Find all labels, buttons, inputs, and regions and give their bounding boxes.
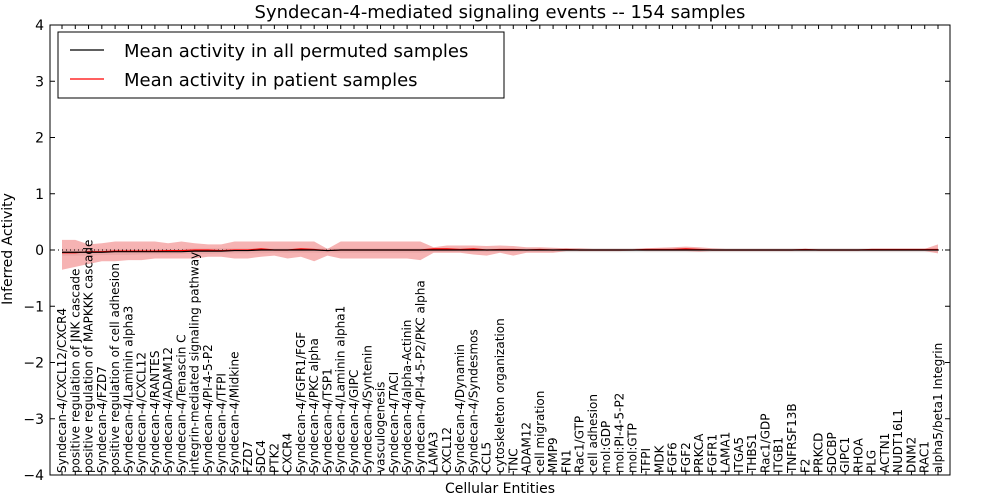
legend-label-2: Mean activity in patient samples xyxy=(124,70,418,91)
x-category-label: ACTN1 xyxy=(878,433,892,473)
x-category-label: CXCL12 xyxy=(440,427,454,473)
x-category-label: FGF2 xyxy=(679,442,693,473)
x-category-label: GIPC1 xyxy=(838,437,852,473)
x-category-label: Syndecan-4/CXCL12 xyxy=(135,352,149,473)
x-category-label: RAC1 xyxy=(918,441,932,473)
x-category-label: FN1 xyxy=(559,449,573,473)
x-category-label: Syndecan-4/Syntenin xyxy=(360,345,374,473)
x-category-label: RHOA xyxy=(851,437,865,473)
x-category-label: FZD7 xyxy=(241,441,255,473)
x-category-label: Syndecan-4/TFPI xyxy=(214,373,228,473)
x-category-label: SDCBP xyxy=(825,432,839,473)
y-tick-label: 2 xyxy=(35,131,44,147)
x-category-label: Syndecan-4/FGFR1/FGF xyxy=(294,332,308,473)
x-category-label: CCL5 xyxy=(480,442,494,473)
y-tick-label: 3 xyxy=(35,74,44,90)
y-tick-label: −3 xyxy=(23,412,44,428)
x-category-label: Syndecan-4/TSP1 xyxy=(320,368,334,473)
x-category-label: Syndecan-4/ADAM12 xyxy=(161,347,175,473)
x-category-label: positive regulation of MAPKKK cascade xyxy=(82,240,96,473)
x-category-label: NUDT16L1 xyxy=(891,409,905,473)
y-axis-title: Inferred Activity xyxy=(0,193,16,305)
x-category-label: TFPI xyxy=(639,448,653,474)
y-tick-label: 1 xyxy=(35,187,44,203)
x-category-label: TNC xyxy=(506,448,520,474)
x-category-label: PRKCA xyxy=(692,433,706,473)
y-axis-ticks: −4 −3 −2 −1 0 1 2 3 4 xyxy=(23,18,950,484)
x-category-label: ADAM12 xyxy=(520,422,534,473)
x-category-label: positive regulation of cell adhesion xyxy=(108,263,122,473)
x-category-label: integrin-mediated signaling pathway xyxy=(188,252,202,473)
x-category-label: MDK xyxy=(652,444,666,473)
x-category-label: Syndecan-4/PI-4-5-P2 xyxy=(201,344,215,473)
x-category-label: Syndecan-4/PKC alpha xyxy=(307,338,321,473)
x-category-label: Syndecan-4/PI-4-5-P2/PKC alpha xyxy=(413,280,427,473)
x-category-label: Syndecan-4/FZD7 xyxy=(95,366,109,473)
x-category-label: FGF6 xyxy=(666,442,680,473)
x-category-label: Syndecan-4/Laminin alpha1 xyxy=(334,306,348,473)
x-category-label: Syndecan-4/RANTES xyxy=(148,351,162,473)
x-category-label: TNFRSF13B xyxy=(785,403,799,474)
x-category-label: LAMA3 xyxy=(427,432,441,473)
x-category-label: Syndecan-4/Tenascin C xyxy=(174,334,188,473)
x-category-label: cytoskeleton organization xyxy=(493,318,507,473)
series-line-1 xyxy=(62,249,938,253)
legend-box xyxy=(57,31,505,99)
x-category-label: alpha5/beta1 Integrin xyxy=(931,343,945,473)
x-category-label: LAMA1 xyxy=(719,432,733,473)
x-category-label: Syndecan-4/CXCL12/CXCR4 xyxy=(55,308,69,473)
legend-label-1: Mean activity in all permuted samples xyxy=(124,41,468,62)
series-band-2 xyxy=(62,239,938,270)
x-category-label: F2 xyxy=(798,458,812,473)
x-category-label: Syndecan-4/GIPC xyxy=(347,370,361,473)
x-category-label: MMP9 xyxy=(546,437,560,473)
x-category-label: Syndecan-4/alpha-Actinin xyxy=(400,320,414,473)
y-tick-label: −1 xyxy=(23,299,44,315)
x-category-label: positive regulation of JNK cascade xyxy=(68,269,82,473)
y-tick-label: 0 xyxy=(35,243,44,259)
chart-title: Syndecan-4-mediated signaling events -- … xyxy=(255,2,746,23)
x-category-label: PRKCD xyxy=(812,433,826,473)
x-category-label: cell adhesion xyxy=(586,394,600,473)
x-category-label: mol:PI-4-5-P2 xyxy=(612,393,626,473)
x-axis-title: Cellular Entities xyxy=(445,481,555,497)
x-category-label: mol:GDP xyxy=(599,421,613,473)
x-category-label: PLG xyxy=(865,450,879,473)
x-category-label: DNM2 xyxy=(904,437,918,473)
x-category-label: SDC4 xyxy=(254,440,268,473)
x-category-label: PTK2 xyxy=(267,443,281,473)
x-category-label: Syndecan-4/Laminin alpha3 xyxy=(121,306,135,473)
x-category-label: Rac1/GTP xyxy=(573,416,587,473)
x-category-label: cell migration xyxy=(533,391,547,473)
x-category-label: Rac1/GDP xyxy=(758,414,772,473)
x-category-label: THBS1 xyxy=(745,433,759,474)
y-tick-label: −2 xyxy=(23,356,44,372)
x-category-label: ITGA5 xyxy=(732,437,746,473)
x-category-label: CXCR4 xyxy=(281,433,295,473)
x-category-label: Syndecan-4/Syndesmos xyxy=(466,329,480,473)
x-category-label: FGFR1 xyxy=(705,434,719,473)
y-tick-label: 4 xyxy=(35,18,44,34)
x-category-label: Syndecan-4/Dynamin xyxy=(453,344,467,473)
x-category-label: Syndecan-4/Midkine xyxy=(228,352,242,473)
x-category-label: mol:GTP xyxy=(626,423,640,473)
y-tick-label: −4 xyxy=(23,468,44,484)
legend: Mean activity in all permuted samples Mea… xyxy=(57,31,505,99)
x-category-label: vasculogenesis xyxy=(374,382,388,473)
x-category-label: Syndecan-4/TACI xyxy=(387,372,401,473)
x-axis-category-labels: Syndecan-4/CXCL12/CXCR4 positive regulati… xyxy=(55,25,945,475)
x-category-label: ITGB1 xyxy=(772,437,786,473)
